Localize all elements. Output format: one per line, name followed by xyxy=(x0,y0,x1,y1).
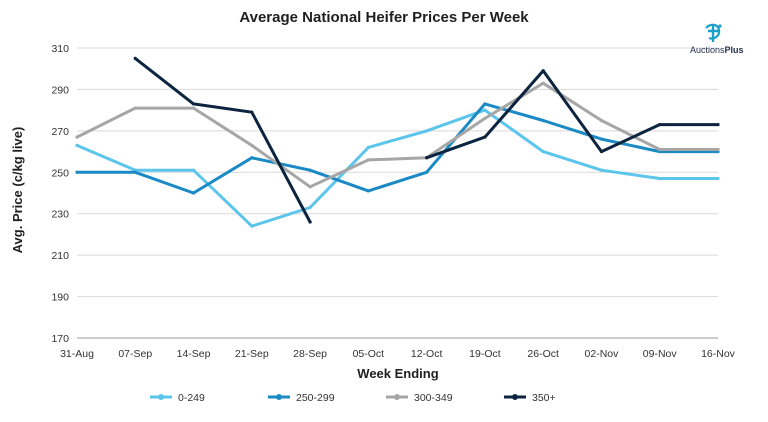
data-point xyxy=(541,149,545,154)
data-point xyxy=(75,170,79,174)
data-point xyxy=(599,137,604,141)
data-point xyxy=(308,168,312,172)
data-point xyxy=(191,191,196,195)
x-tick-label: 07-Sep xyxy=(118,348,152,360)
x-tick-label: 28-Sep xyxy=(293,348,327,360)
series-350+ xyxy=(133,56,720,224)
data-point xyxy=(716,123,720,127)
data-point xyxy=(658,176,662,181)
legend-swatch-marker xyxy=(276,394,282,400)
data-point xyxy=(658,147,662,152)
data-point xyxy=(541,118,545,123)
brand-name: AuctionsPlus xyxy=(690,45,744,55)
data-point xyxy=(133,170,137,174)
data-point xyxy=(191,106,196,110)
y-tick-label: 270 xyxy=(51,126,69,138)
chart-title: Average National Heifer Prices Per Week xyxy=(239,9,529,26)
x-axis-label: Week Ending xyxy=(357,366,438,381)
y-tick-label: 170 xyxy=(51,333,69,345)
data-point xyxy=(366,145,370,150)
legend-item: 300-349 xyxy=(386,392,453,404)
series-line xyxy=(75,81,720,189)
x-tick-label: 21-Sep xyxy=(235,348,269,360)
data-point xyxy=(483,102,487,106)
x-tick-label: 26-Oct xyxy=(527,348,559,360)
series-line xyxy=(75,108,720,228)
y-axis-label: Avg. Price (c/kg live) xyxy=(10,127,25,254)
x-tick-label: 02-Nov xyxy=(585,348,620,360)
data-point xyxy=(133,56,137,60)
brand-logo: AuctionsPlus xyxy=(690,23,744,55)
data-point xyxy=(425,156,429,160)
legend-label: 300-349 xyxy=(414,392,453,404)
legend-swatch-marker xyxy=(394,394,400,400)
data-point xyxy=(308,205,312,210)
x-tick-label: 12-Oct xyxy=(411,348,443,360)
legend: 0-249 250-299 300-349 350+ xyxy=(150,392,556,404)
x-tick-label: 16-Nov xyxy=(701,348,736,360)
data-point xyxy=(716,176,720,181)
legend-label: 350+ xyxy=(532,392,556,404)
legend-item: 250-299 xyxy=(268,392,335,404)
data-point xyxy=(425,170,429,174)
series-layer xyxy=(75,56,720,228)
y-tick-labels: 170 190 210 230 250 270 290 310 xyxy=(51,43,69,345)
series-250-299 xyxy=(75,102,720,195)
data-point xyxy=(75,143,79,147)
data-point xyxy=(599,118,604,123)
x-tick-label: 19-Oct xyxy=(469,348,501,360)
x-tick-label: 14-Sep xyxy=(177,348,211,360)
data-point xyxy=(366,189,370,193)
data-point xyxy=(191,168,196,172)
data-point xyxy=(133,106,137,110)
data-point xyxy=(483,116,487,121)
data-point xyxy=(541,69,545,73)
data-point xyxy=(483,135,487,139)
series-line xyxy=(75,102,720,195)
y-tick-label: 290 xyxy=(51,84,69,96)
y-tick-label: 230 xyxy=(51,209,69,221)
data-point xyxy=(658,123,662,127)
data-point xyxy=(308,185,312,189)
legend-item: 0-249 xyxy=(150,392,205,404)
grid-layer xyxy=(77,47,718,339)
data-point xyxy=(191,102,196,106)
x-tick-label: 31-Aug xyxy=(60,348,94,360)
x-tick-label: 05-Oct xyxy=(353,348,385,360)
auctionsplus-logo-icon xyxy=(705,23,722,42)
data-point xyxy=(541,81,545,85)
data-point xyxy=(716,147,720,152)
legend-label: 0-249 xyxy=(178,392,205,404)
data-point xyxy=(599,149,604,154)
legend-swatch-marker xyxy=(158,394,164,400)
y-tick-label: 310 xyxy=(51,43,69,55)
legend-swatch-marker xyxy=(512,394,518,400)
data-point xyxy=(308,220,312,224)
data-point xyxy=(483,108,487,112)
data-point xyxy=(75,135,79,139)
y-tick-label: 250 xyxy=(51,167,69,179)
y-tick-label: 210 xyxy=(51,250,69,262)
legend-label: 250-299 xyxy=(296,392,335,404)
data-point xyxy=(250,143,254,147)
x-tick-labels: 31-Aug 07-Sep 14-Sep 21-Sep 28-Sep 05-Oct 12-O… xyxy=(60,348,736,360)
data-point xyxy=(250,110,254,114)
x-tick-label: 09-Nov xyxy=(643,348,678,360)
data-point xyxy=(366,158,370,162)
data-point xyxy=(425,129,429,133)
data-point xyxy=(599,168,604,172)
legend-item: 350+ xyxy=(504,392,556,404)
series-line xyxy=(425,69,720,160)
data-point xyxy=(250,156,254,160)
series-0-249 xyxy=(75,108,720,228)
y-tick-label: 190 xyxy=(51,292,69,304)
series-line xyxy=(133,56,312,224)
data-point xyxy=(250,224,254,228)
